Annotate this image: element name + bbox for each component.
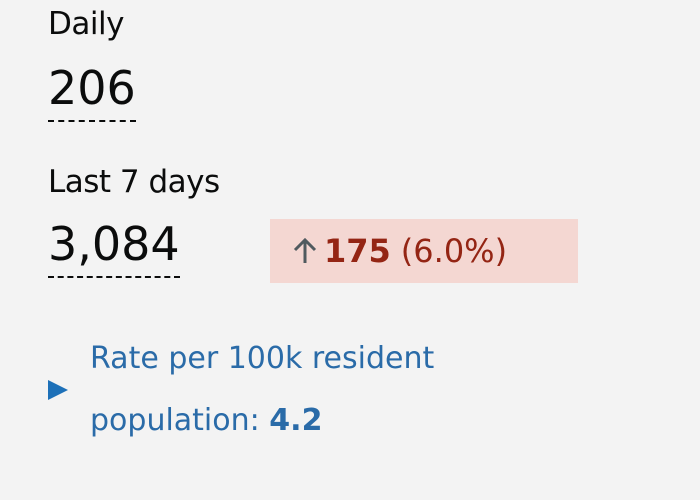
rate-label: Rate per 100k resident population: (90, 341, 435, 438)
rate-value: 4.2 (269, 403, 323, 438)
change-percent: (6.0%) (400, 232, 508, 270)
change-value: 175 (324, 232, 391, 270)
expand-toggle[interactable] (46, 378, 70, 402)
change-badge: 175 (6.0%) (270, 219, 578, 283)
daily-label: Daily (48, 6, 124, 42)
weekly-value: 3,084 (48, 218, 180, 278)
rate-link[interactable]: Rate per 100k resident population: 4.2 (90, 328, 480, 452)
up-arrow-icon (293, 237, 317, 263)
daily-value: 206 (48, 62, 136, 122)
weekly-label: Last 7 days (48, 164, 220, 200)
